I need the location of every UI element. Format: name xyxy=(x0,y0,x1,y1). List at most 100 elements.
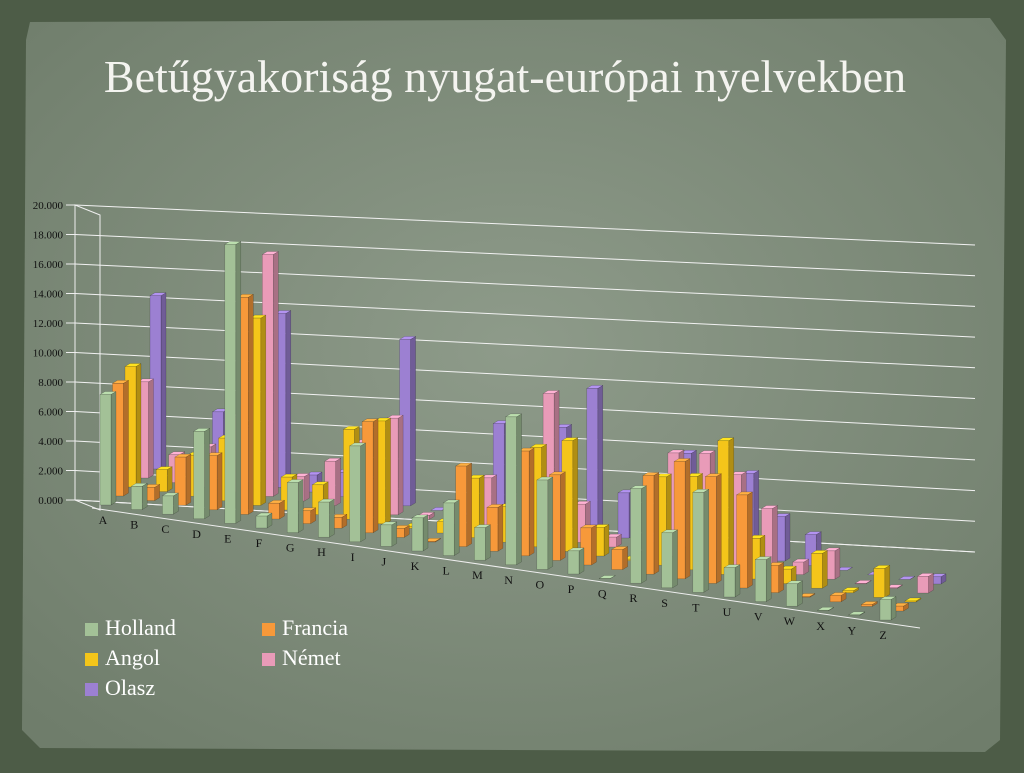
bar-side xyxy=(111,392,116,505)
bar-side xyxy=(248,294,253,514)
bar-side xyxy=(598,385,603,533)
bar xyxy=(861,604,872,606)
legend-swatch xyxy=(262,623,275,636)
legend-label: Francia xyxy=(282,615,348,640)
bar-side xyxy=(467,463,472,547)
bar-side xyxy=(685,459,690,579)
bar-side xyxy=(205,428,210,518)
legend-swatch xyxy=(85,653,98,666)
bar-side xyxy=(305,474,310,501)
legend-swatch xyxy=(85,623,98,636)
bar-side xyxy=(573,438,578,552)
bar xyxy=(100,395,111,505)
bar xyxy=(811,553,822,588)
bar-side xyxy=(773,505,778,570)
x-tick-label: Z xyxy=(879,628,886,642)
x-tick-label: C xyxy=(161,522,169,536)
bar-side xyxy=(236,241,241,523)
bar-side xyxy=(329,499,334,537)
bar-side xyxy=(423,515,428,551)
bar-side xyxy=(716,474,721,584)
bar-side xyxy=(261,315,266,505)
bar xyxy=(318,502,329,537)
bar-side xyxy=(748,492,753,588)
bar xyxy=(786,584,797,606)
bar xyxy=(905,601,916,602)
bar-side xyxy=(891,596,896,620)
bar xyxy=(131,486,142,509)
bar-side xyxy=(835,548,840,579)
bar-side xyxy=(373,419,378,533)
bar-side xyxy=(485,525,490,561)
x-tick-label: U xyxy=(723,605,732,619)
x-tick-label: X xyxy=(816,619,825,633)
bar xyxy=(568,551,579,574)
bar-side xyxy=(392,522,397,547)
bar-side xyxy=(673,530,678,588)
bar-side xyxy=(779,562,784,592)
y-tick-label: 14.000 xyxy=(33,289,64,301)
bar-side xyxy=(386,418,391,524)
bar xyxy=(918,576,929,593)
y-tick-label: 0.000 xyxy=(38,495,63,507)
bar-side xyxy=(885,565,890,597)
bar xyxy=(618,493,629,538)
bar-side xyxy=(124,380,129,496)
x-tick-label: Q xyxy=(598,587,607,601)
x-tick-label: E xyxy=(224,531,231,545)
bar xyxy=(350,446,361,542)
bar xyxy=(381,525,392,547)
x-tick-label: L xyxy=(443,564,450,578)
legend-label: Angol xyxy=(105,645,160,670)
x-tick-label: M xyxy=(472,568,483,582)
y-tick-label: 12.000 xyxy=(33,318,64,330)
x-tick-label: I xyxy=(351,550,355,564)
bar-side xyxy=(654,473,659,575)
bar-side xyxy=(298,479,303,532)
bar xyxy=(225,244,236,523)
x-tick-label: W xyxy=(784,614,796,628)
x-tick-label: G xyxy=(286,541,295,555)
bar-side xyxy=(623,547,628,570)
bar xyxy=(849,615,860,616)
bar-side xyxy=(142,483,147,509)
bar-side xyxy=(173,493,178,514)
bar-side xyxy=(498,504,503,551)
chart-title: Betűgyakoriság nyugat-európai nyelvekben xyxy=(104,51,906,102)
y-tick-label: 6.000 xyxy=(38,407,63,419)
y-tick-label: 4.000 xyxy=(38,436,63,448)
x-tick-label: F xyxy=(256,536,263,550)
bar xyxy=(612,550,623,570)
bar-side xyxy=(785,514,790,561)
bar xyxy=(506,417,517,565)
bar xyxy=(443,503,454,556)
panel xyxy=(22,18,1006,752)
bar-side xyxy=(398,415,403,515)
bar xyxy=(474,528,485,561)
bar-side xyxy=(167,467,172,492)
bar-side xyxy=(411,336,416,505)
x-tick-label: H xyxy=(317,545,326,559)
y-tick-label: 2.000 xyxy=(38,466,63,478)
x-tick-label: J xyxy=(381,554,386,568)
bar xyxy=(830,595,841,601)
bar xyxy=(874,568,885,597)
bar-side xyxy=(136,363,141,487)
bar-side xyxy=(604,525,609,556)
x-tick-label: T xyxy=(692,600,700,614)
x-tick-label: K xyxy=(411,559,420,573)
legend-swatch xyxy=(262,653,275,666)
x-tick-label: P xyxy=(568,582,575,596)
bar xyxy=(256,516,267,528)
bar xyxy=(194,431,205,518)
bar-side xyxy=(704,489,709,592)
x-tick-label: S xyxy=(661,596,668,610)
bar-side xyxy=(766,557,771,602)
bar-side xyxy=(592,525,597,565)
bar xyxy=(755,560,766,602)
x-tick-label: O xyxy=(535,577,544,591)
x-tick-label: Y xyxy=(847,623,856,637)
bar-side xyxy=(579,548,584,574)
